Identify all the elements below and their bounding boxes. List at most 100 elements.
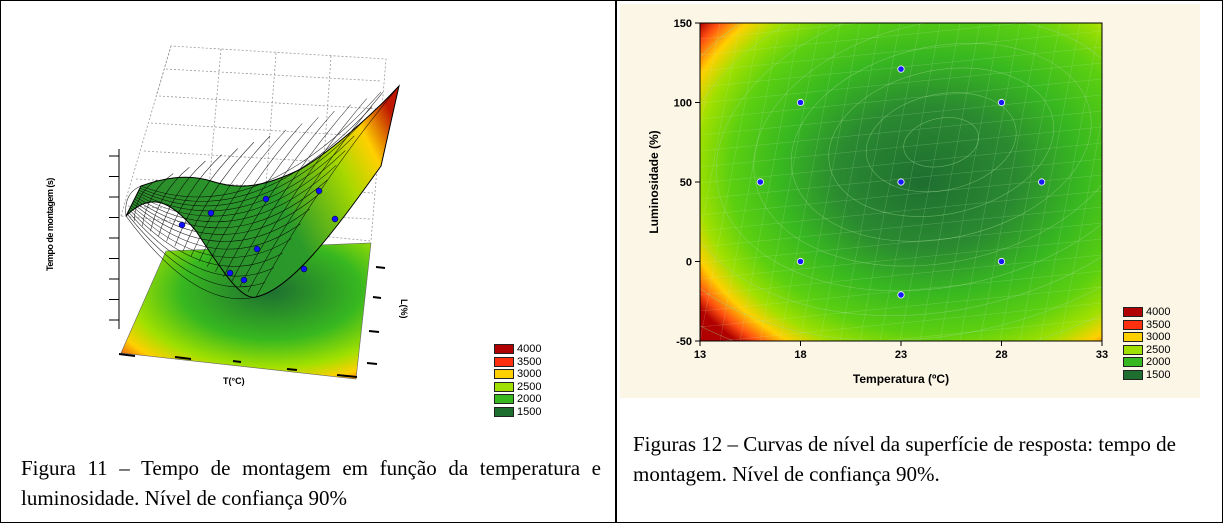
mesh-line [139, 106, 373, 202]
mesh-line [919, 23, 981, 341]
response-surface [125, 84, 400, 298]
legend-swatch [1123, 332, 1143, 343]
mesh-line [700, 30, 1102, 72]
mesh-line [136, 150, 346, 217]
contour-line [828, 67, 1055, 217]
mesh-line [1059, 117, 1102, 341]
mesh-line [700, 270, 1102, 312]
legend-label: 1500 [517, 405, 542, 418]
mesh-line [819, 23, 881, 341]
legend-swatch [494, 406, 514, 417]
legend-swatch [1123, 344, 1143, 355]
design-point [897, 291, 905, 299]
contour-line [865, 92, 1017, 193]
x-axis-label: T(°C) [223, 376, 245, 386]
legend-right: 4000 3500 3000 2500 2000 1500 [1123, 306, 1170, 381]
design-point [178, 221, 186, 229]
legend-label: 2000 [1146, 356, 1171, 369]
contour-line [715, 23, 1102, 292]
mesh-line [859, 23, 921, 341]
mesh-line [231, 104, 351, 282]
mesh-line [979, 23, 1041, 341]
design-point [897, 178, 905, 186]
mesh-line [700, 206, 1102, 248]
x-axis [118, 353, 358, 378]
legend-label: 3500 [1146, 318, 1171, 331]
mesh-line [700, 254, 1102, 296]
y-axis-label: Luminosidade (%) [647, 130, 661, 233]
y-tick-label: -50 [676, 336, 692, 348]
design-point [897, 65, 905, 73]
legend-left: 4000 3500 3000 2500 2000 1500 [494, 343, 541, 418]
grid-lines [700, 23, 1102, 341]
mesh-line [247, 92, 384, 293]
mesh-line [959, 23, 1021, 341]
design-point [796, 98, 805, 107]
mesh-line [223, 110, 335, 277]
mesh-line [700, 78, 1102, 120]
figure-12-panel: 13 18 23 28 33 150 100 50 0 -50 Temperatura (ºC)… [616, 0, 1223, 523]
x-axis-ticks: 13 18 23 28 33 [694, 341, 1108, 361]
legend-label: 1500 [1146, 368, 1171, 381]
mesh-line [700, 222, 1102, 264]
legend-label: 4000 [1146, 306, 1171, 319]
mesh-line [999, 23, 1061, 341]
legend-item: 2000 [1123, 356, 1170, 369]
design-point [1038, 178, 1046, 186]
legend-item: 2500 [1123, 344, 1170, 357]
z-axis: Tempo de montagem (s) [45, 149, 120, 329]
legend-label: 3000 [517, 368, 542, 381]
design-point [207, 209, 215, 217]
mesh-line [700, 94, 1102, 136]
legend-item: 3000 [494, 368, 541, 381]
figure-11-caption: Figura 11 – Tempo de montagem em função … [21, 456, 601, 510]
legend-item: 1500 [494, 406, 541, 419]
mesh-line [138, 121, 364, 207]
mesh-line [215, 117, 319, 272]
legend-swatch [494, 344, 514, 355]
design-point [240, 276, 248, 284]
mesh-line [158, 160, 206, 237]
x-tick-label: 23 [895, 349, 907, 361]
mesh-line [126, 213, 266, 288]
legend-swatch [1123, 307, 1143, 318]
legend-swatch [494, 356, 514, 367]
legend-label: 4000 [517, 343, 542, 356]
mesh-line [700, 174, 1102, 216]
contour-lines [700, 23, 1102, 341]
legend-swatch [1123, 319, 1143, 330]
mesh-line [700, 62, 1102, 104]
mesh-line [700, 23, 741, 237]
mesh-line [190, 135, 271, 257]
design-point [796, 257, 805, 266]
mesh-line [1039, 23, 1101, 341]
mesh-line [878, 318, 1102, 341]
design-point [997, 98, 1006, 107]
x-tick-label: 18 [794, 349, 806, 361]
mesh-line [141, 173, 174, 227]
mesh-line [700, 23, 761, 341]
legend-item: 4000 [494, 343, 541, 356]
mesh-line [779, 23, 841, 341]
design-point [997, 257, 1006, 266]
mesh-line [739, 23, 801, 341]
y-tick-label: 0 [686, 257, 692, 269]
legend-item: 3500 [494, 356, 541, 369]
legend-label: 2000 [517, 393, 542, 406]
legend-item: 2500 [494, 381, 541, 394]
y-axis-label: L(%) [399, 299, 409, 319]
mesh-line [198, 129, 287, 262]
legend-swatch [494, 394, 514, 405]
mesh-line [133, 194, 319, 235]
mesh-line [127, 211, 274, 277]
mesh-line [130, 207, 292, 258]
legend-item: 1500 [1123, 369, 1170, 382]
figure-11-panel: Tempo de montagem (s) T(°C) L(%) 4000 350… [0, 0, 616, 523]
mesh-line [133, 179, 158, 222]
legend-label: 2500 [1146, 343, 1171, 356]
mesh-line [150, 167, 190, 232]
design-points [756, 65, 1046, 299]
mesh-line [239, 98, 367, 288]
design-point [253, 245, 261, 253]
mesh-line [700, 23, 1024, 56]
